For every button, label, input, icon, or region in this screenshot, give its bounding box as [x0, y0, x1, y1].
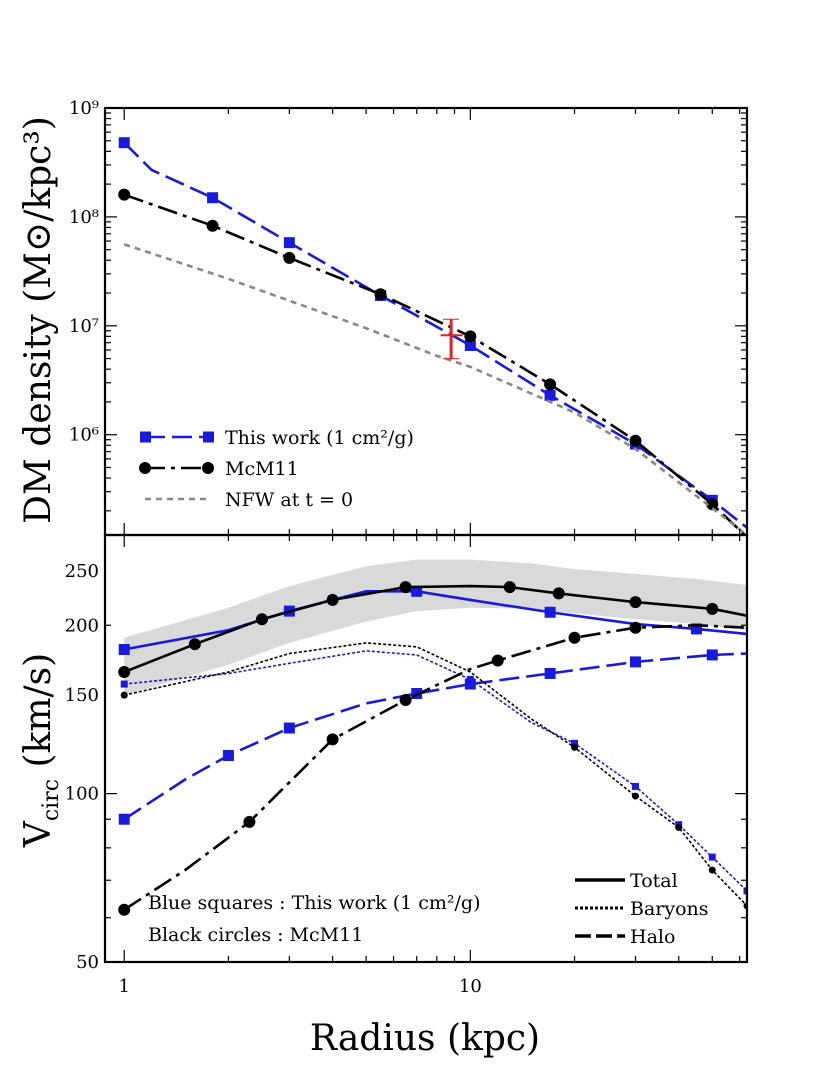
- data-point-square: [207, 192, 219, 204]
- bottom-y-axis-label-unit: (km/s): [18, 653, 59, 779]
- legend-top-marker: [203, 431, 214, 443]
- data-point-square: [120, 680, 128, 688]
- density-panel: 10⁶ 10⁷ 10⁸ 10⁹: [69, 98, 749, 537]
- data-point-square: [118, 813, 130, 825]
- data-point-circle: [374, 288, 387, 301]
- series-line-bottom-5: [123, 623, 747, 911]
- data-point-square: [544, 389, 556, 401]
- legend-bottom-left-text: Black circles : McM11: [148, 924, 363, 946]
- y-tick-label: 10⁷: [69, 316, 99, 337]
- legend-top-marker: [202, 462, 214, 474]
- bottom-plot-area: [118, 559, 747, 916]
- bottom-y-axis-label-sub: circ: [39, 779, 64, 821]
- x-axis-label: Radius (kpc): [310, 1018, 540, 1059]
- bottom-y-axis-label-main: V: [18, 820, 59, 848]
- data-point-circle: [568, 631, 581, 644]
- data-point-square: [118, 644, 130, 656]
- series-line-top-2: [123, 243, 747, 535]
- data-point-circle: [399, 581, 412, 594]
- data-point-circle: [118, 665, 131, 678]
- legend-top-marker: [139, 462, 151, 474]
- x-tick-label: 10: [459, 976, 482, 997]
- y-tick-label: 150: [65, 685, 99, 706]
- data-point-square: [544, 667, 556, 679]
- velocity-panel: 50 100 150 200 250 1 10: [65, 533, 749, 997]
- data-point-square: [283, 722, 295, 734]
- scatter-band: [124, 559, 747, 696]
- data-point-square: [690, 623, 702, 635]
- data-point-circle: [118, 188, 131, 201]
- y-tick-label: 200: [65, 615, 99, 636]
- data-point-circle: [326, 593, 339, 606]
- bottom-y-axis-label: Vcirc (km/s): [18, 653, 64, 848]
- y-tick-label: 10⁶: [69, 425, 99, 446]
- data-point-square: [464, 678, 476, 690]
- data-point-circle: [399, 694, 412, 707]
- y-tick-label: 250: [65, 561, 99, 582]
- legend-top-label: McM11: [225, 458, 299, 480]
- y-tick-label: 10⁹: [69, 98, 99, 119]
- legend-top-label: NFW at t = 0: [225, 489, 353, 511]
- data-point-square: [283, 237, 295, 249]
- top-y-axis-label: DM density (M⊙/kpc³): [18, 116, 59, 524]
- legend-bottom-right-label: Total: [630, 870, 678, 892]
- data-point-circle: [571, 743, 579, 751]
- data-point-square: [571, 739, 579, 747]
- data-point-circle: [326, 733, 339, 746]
- data-point-circle: [544, 378, 557, 391]
- series-line-bottom-1: [124, 650, 747, 892]
- top-plot-area: [118, 137, 747, 535]
- y-tick-label: 10⁸: [69, 207, 99, 228]
- data-point-circle: [206, 219, 219, 232]
- data-point-circle: [629, 621, 642, 634]
- legend-top-label: This work (1 cm²/g): [225, 427, 414, 449]
- bottom-frame: [103, 533, 749, 964]
- data-point-square: [544, 606, 556, 618]
- data-point-square: [706, 649, 718, 661]
- data-point-square: [708, 853, 716, 861]
- data-point-circle: [283, 251, 296, 264]
- data-point-circle: [629, 434, 642, 447]
- data-point-circle: [631, 792, 639, 800]
- series-line-top-0: [123, 141, 747, 529]
- data-point-circle: [491, 654, 504, 667]
- data-point-circle: [243, 815, 256, 828]
- data-point-circle: [675, 823, 683, 831]
- data-point-circle: [464, 330, 477, 343]
- data-point-circle: [552, 587, 565, 600]
- y-tick-label: 50: [76, 952, 99, 973]
- data-point-square: [118, 137, 130, 149]
- data-point-circle: [629, 596, 642, 609]
- y-tick-label: 100: [65, 784, 99, 805]
- legend-bottom-left-text: Blue squares : This work (1 cm²/g): [148, 892, 481, 914]
- series-line-bottom-3: [123, 584, 747, 674]
- data-point-circle: [118, 903, 131, 916]
- legends: This work (1 cm²/g) McM11 NFW at t = 0 Blue…: [139, 427, 709, 948]
- data-point-circle: [503, 581, 516, 594]
- data-point-square: [743, 887, 747, 895]
- data-point-square: [411, 585, 423, 597]
- series-line-bottom-2: [123, 652, 747, 821]
- series-line-top-1: [123, 193, 747, 535]
- data-point-square: [222, 749, 234, 761]
- legend-bottom-right-label: Halo: [630, 926, 675, 948]
- data-point-circle: [188, 638, 201, 651]
- data-point-square: [631, 782, 639, 790]
- series-line-bottom-4: [124, 642, 747, 907]
- data-point-square: [629, 656, 641, 668]
- data-point-circle: [706, 498, 719, 511]
- legend-bottom-right-label: Baryons: [630, 898, 709, 920]
- data-point-circle: [255, 613, 268, 626]
- data-point-circle: [708, 866, 716, 874]
- data-point-circle: [706, 602, 719, 615]
- legend-top-marker: [140, 431, 151, 443]
- x-tick-label: 1: [118, 976, 129, 997]
- data-point-square: [464, 339, 476, 351]
- data-point-circle: [120, 691, 128, 699]
